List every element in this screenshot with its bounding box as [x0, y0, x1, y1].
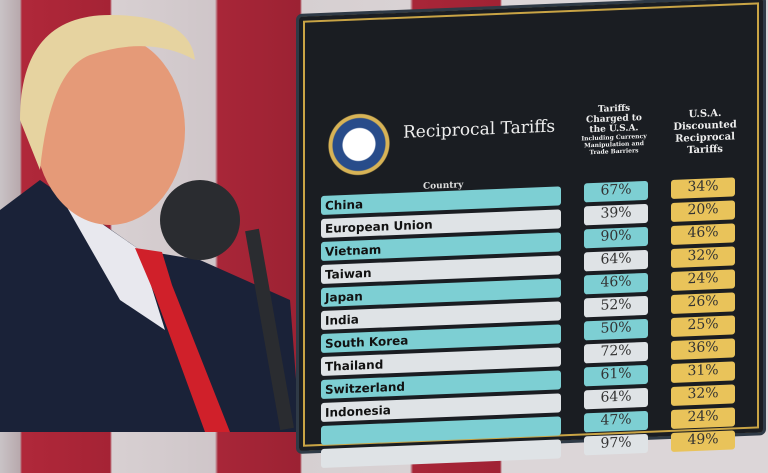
- reciprocal-value: 34%: [671, 177, 735, 199]
- face: [35, 35, 185, 225]
- reciprocal-value: 25%: [671, 315, 735, 337]
- reciprocal-value: 20%: [671, 200, 735, 222]
- presidential-seal-icon: [327, 111, 391, 178]
- charged-value: 52%: [584, 295, 648, 318]
- charged-value: 47%: [584, 410, 648, 433]
- reciprocal-value: 49%: [671, 430, 735, 452]
- reciprocal-value: 26%: [671, 292, 735, 314]
- reciprocal-tariffs-board: Reciprocal Tariffs Country Tariffs Charg…: [296, 0, 766, 468]
- mic-stand: [245, 228, 294, 431]
- reciprocal-value: 24%: [671, 407, 735, 429]
- charged-value: 61%: [584, 364, 648, 387]
- reciprocal-header: U.S.A. Discounted Reciprocal Tariffs: [673, 107, 737, 157]
- board-title: Reciprocal Tariffs: [403, 116, 556, 143]
- country-name: [321, 439, 561, 468]
- charged-header: Tariffs Charged to the U.S.A. Including C…: [581, 103, 647, 157]
- reciprocal-value: 31%: [671, 361, 735, 383]
- reciprocal-value: 24%: [671, 269, 735, 291]
- hair: [20, 15, 195, 170]
- charged-value: 97%: [584, 433, 648, 456]
- reciprocal-value: 36%: [671, 338, 735, 360]
- reciprocal-value: 32%: [671, 384, 735, 406]
- reciprocal-value: 32%: [671, 246, 735, 268]
- shirt: [60, 195, 165, 330]
- charged-value: 39%: [584, 203, 648, 226]
- speaker-photo: [0, 15, 300, 432]
- charged-value: 64%: [584, 249, 648, 272]
- charged-value: 46%: [584, 272, 648, 295]
- charged-value: 67%: [584, 180, 648, 203]
- reciprocal-value: 46%: [671, 223, 735, 245]
- charged-value: 50%: [584, 318, 648, 341]
- charged-value: 90%: [584, 226, 648, 249]
- charged-value: 64%: [584, 387, 648, 410]
- microphone: [160, 180, 240, 260]
- tie: [135, 248, 230, 432]
- charged-value: 72%: [584, 341, 648, 364]
